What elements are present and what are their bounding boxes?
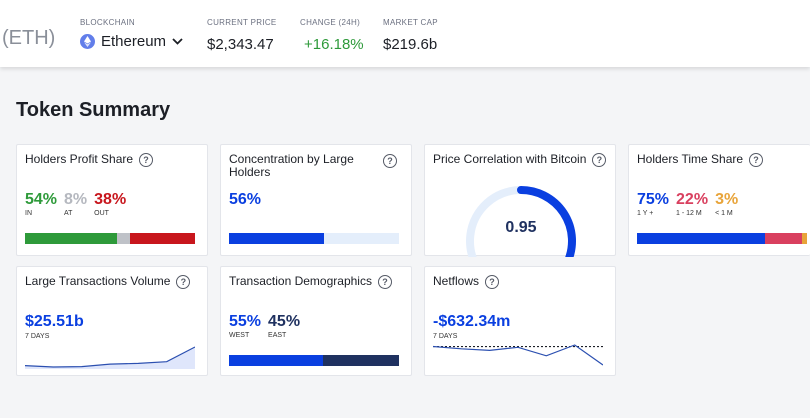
- help-icon[interactable]: ?: [749, 153, 764, 167]
- card-title: Price Correlation with Bitcoin?: [433, 153, 607, 167]
- bar-segment: [116, 233, 131, 244]
- help-icon[interactable]: ?: [383, 154, 397, 168]
- bar-segment: [25, 233, 117, 244]
- sparkline-line: [25, 346, 195, 368]
- market-cap-group: MARKET CAP $219.6b: [383, 18, 438, 53]
- time-share-bar: [637, 233, 807, 244]
- card-title: Netflows?: [433, 275, 500, 289]
- change-value: +16.18%: [304, 36, 364, 53]
- correlation-gauge: [466, 186, 576, 257]
- card-title: Large Transactions Volume?: [25, 275, 191, 289]
- bar-segment: [322, 355, 399, 366]
- netflows-value: -$632.34m: [433, 313, 511, 330]
- change-group: CHANGE (24H) +16.18%: [300, 18, 364, 53]
- concentration-bar: [229, 233, 399, 244]
- concentration-bar-fill: [229, 233, 325, 244]
- bar-segment: [637, 233, 765, 244]
- market-cap-label: MARKET CAP: [383, 18, 438, 27]
- card-title: Holders Time Share?: [637, 153, 764, 167]
- transaction-demographics-card: Transaction Demographics? 55% WEST 45% E…: [220, 266, 412, 376]
- large-tx-period: 7 DAYS: [25, 333, 50, 340]
- card-title: Holders Profit Share?: [25, 153, 154, 167]
- concentration-card: Concentration by Large Holders ? 56%: [220, 144, 412, 256]
- blockchain-label: BLOCKCHAIN: [80, 18, 136, 27]
- large-tx-value: $25.51b: [25, 313, 84, 330]
- ethereum-icon: [80, 34, 95, 49]
- netflows-sparkline: [433, 344, 603, 366]
- current-price-label: CURRENT PRICE: [207, 18, 277, 27]
- holders-time-share-card: Holders Time Share? 75% 1 Y + 22% 1 - 12…: [628, 144, 810, 256]
- netflows-card: Netflows? -$632.34m 7 DAYS: [424, 266, 616, 376]
- help-icon[interactable]: ?: [377, 275, 392, 289]
- blockchain-dropdown[interactable]: Ethereum: [80, 33, 183, 50]
- current-price-value: $2,343.47: [207, 36, 274, 53]
- stat-at: 8% AT: [64, 191, 88, 217]
- card-title: Transaction Demographics?: [229, 275, 392, 289]
- token-ticker: (ETH): [2, 27, 56, 49]
- gauge-fill: [517, 186, 576, 257]
- chevron-down-icon: [172, 38, 183, 45]
- sparkline-area: [25, 347, 195, 369]
- page-title: Token Summary: [16, 99, 171, 121]
- help-icon[interactable]: ?: [592, 153, 607, 167]
- stat-in: 54% IN: [25, 191, 58, 217]
- stat-east: 45% EAST: [268, 313, 301, 339]
- stat-lt-1m: 3% < 1 M: [715, 191, 739, 217]
- bar-segment: [229, 355, 323, 366]
- stat-1y: 75% 1 Y +: [637, 191, 670, 217]
- correlation-value: 0.95: [505, 219, 537, 236]
- bar-segment: [130, 233, 195, 244]
- sparkline-line: [433, 344, 603, 366]
- large-tx-sparkline: [25, 346, 195, 369]
- stat-out: 38% OUT: [94, 191, 127, 217]
- help-icon[interactable]: ?: [176, 275, 191, 289]
- profit-stats: 54% IN 8% AT 38% OUT: [25, 191, 133, 217]
- price-correlation-card: Price Correlation with Bitcoin? 0.95: [424, 144, 616, 257]
- time-share-stats: 75% 1 Y + 22% 1 - 12 M 3% < 1 M: [637, 191, 745, 217]
- current-price-group: CURRENT PRICE $2,343.47: [207, 18, 277, 53]
- blockchain-name: Ethereum: [101, 33, 167, 50]
- change-label: CHANGE (24H): [300, 18, 361, 27]
- market-cap-value: $219.6b: [383, 36, 438, 53]
- card-title: Concentration by Large Holders: [229, 152, 354, 179]
- profit-share-bar: [25, 233, 195, 244]
- netflows-period: 7 DAYS: [433, 333, 458, 340]
- bar-segment: [801, 233, 807, 244]
- concentration-value: 56%: [229, 191, 262, 208]
- bar-segment: [764, 233, 802, 244]
- stat-west: 55% WEST: [229, 313, 262, 339]
- stat-1-12m: 22% 1 - 12 M: [676, 191, 709, 217]
- blockchain-group: BLOCKCHAIN Ethereum: [80, 18, 183, 50]
- holders-profit-share-card: Holders Profit Share? 54% IN 8% AT 38% O…: [16, 144, 208, 256]
- token-header: (ETH) BLOCKCHAIN Ethereum CURRENT PRICE …: [0, 0, 810, 67]
- help-icon[interactable]: ?: [139, 153, 154, 167]
- help-icon[interactable]: ?: [485, 275, 500, 289]
- large-transactions-card: Large Transactions Volume? $25.51b 7 DAY…: [16, 266, 208, 376]
- demographics-stats: 55% WEST 45% EAST: [229, 313, 307, 339]
- demographics-bar: [229, 355, 399, 366]
